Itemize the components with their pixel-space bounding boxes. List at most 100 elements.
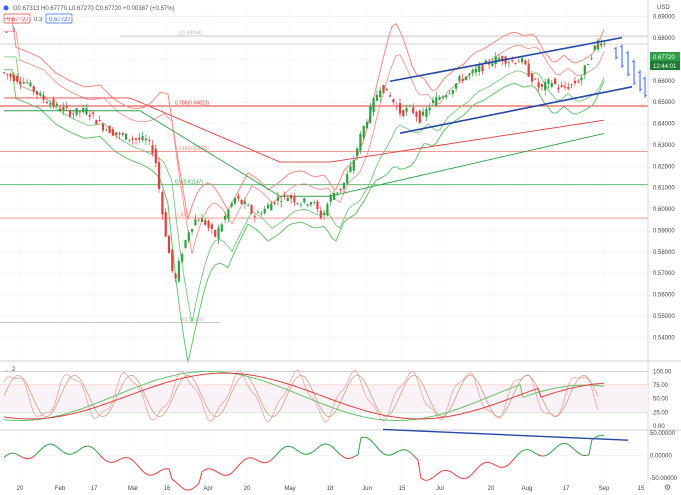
osc-segment: [435, 472, 440, 476]
osc-segment: [195, 482, 200, 487]
candle-body: [346, 174, 349, 184]
chevron-down-icon[interactable]: ⌄: [4, 368, 9, 374]
osc-segment: [429, 477, 434, 480]
candle-body: [207, 220, 210, 228]
candle-body: [517, 61, 520, 63]
chevron-down-icon[interactable]: ⌄: [4, 29, 9, 35]
osc-segment: [306, 453, 311, 455]
settings-gear-icon[interactable]: ⚙: [664, 483, 671, 492]
ask-box[interactable]: [45, 13, 73, 24]
y-tick-label: 0.59000: [653, 228, 675, 234]
moving-average-red: [4, 97, 605, 163]
bollinger-line: [4, 17, 605, 220]
osc-segment: [339, 453, 344, 458]
osc-segment: [465, 476, 470, 479]
stoch-tick-label: 50.00: [653, 397, 669, 403]
candle-body: [115, 132, 118, 135]
candle-body: [55, 103, 58, 106]
osc-segment: [177, 483, 182, 488]
candle-body: [534, 78, 537, 80]
osc-segment: [216, 471, 221, 475]
x-tick-label: Jun: [362, 486, 372, 492]
candle-body: [481, 64, 484, 72]
osc-segment: [552, 447, 557, 451]
osc-segment: [294, 448, 299, 452]
candle-body: [131, 138, 134, 140]
candle-body: [263, 208, 266, 214]
candle-body: [603, 43, 606, 45]
candle-body: [583, 65, 586, 75]
candle-body: [108, 125, 111, 134]
osc-segment: [399, 449, 404, 452]
osc-segment: [90, 446, 95, 450]
time-axis[interactable]: 20 Feb 17 Mar 16 Apr 20 May 18 Jun 15 Jul 20 Aug 17 Sep…: [17, 486, 645, 492]
stoch-tick-label: 75.00: [653, 383, 669, 389]
osc-segment: [477, 464, 482, 468]
candle-body: [250, 205, 253, 214]
candle-body: [280, 201, 283, 202]
candle-body: [200, 218, 204, 222]
candle-body: [511, 60, 514, 62]
candle-body: [497, 57, 501, 60]
candle-body: [9, 74, 12, 77]
candle-body: [587, 64, 590, 65]
candle-body: [319, 210, 322, 219]
osc-segment: [78, 447, 83, 451]
candle-body: [402, 110, 405, 116]
candle-body: [395, 105, 398, 107]
last-price-label: 0.67720: [653, 55, 675, 61]
candle-body: [105, 129, 108, 131]
osc-segment: [537, 454, 542, 457]
osc-segment: [348, 457, 353, 459]
candle-body: [125, 133, 128, 140]
candle-body: [342, 182, 345, 189]
x-tick-label: Feb: [55, 486, 66, 492]
symbol-dot-icon: [3, 5, 9, 11]
candle-body: [389, 95, 392, 97]
candle-body: [197, 220, 200, 222]
osc-segment: [318, 444, 323, 448]
trend-channel[interactable]: [389, 36, 633, 134]
osc-segment: [417, 459, 422, 479]
candle-body: [243, 201, 246, 204]
osc-segment: [63, 451, 68, 455]
candle-body: [293, 196, 296, 203]
candle-body: [501, 56, 504, 61]
candle-body: [187, 232, 190, 241]
candle-body: [164, 211, 167, 237]
osc-segment: [252, 457, 257, 461]
osc-segment: [144, 472, 149, 476]
osc-segment: [276, 450, 281, 455]
candle-body: [266, 204, 270, 209]
osc-segment: [18, 454, 23, 458]
candle-body: [98, 120, 101, 121]
candle-body: [375, 94, 378, 101]
osc-segment: [225, 474, 230, 476]
candle-body: [362, 125, 365, 138]
stoch-d-line: [3, 374, 599, 418]
candle-body: [323, 212, 326, 216]
osc-segment: [336, 450, 341, 455]
candle-body: [412, 107, 415, 114]
osc-tick-label: 50.00000: [650, 431, 676, 437]
osc-segment: [234, 465, 239, 471]
candle-body: [2, 72, 6, 74]
osc-segment: [459, 477, 464, 480]
osc-segment: [93, 448, 98, 453]
osc-segment: [174, 481, 179, 485]
osc-segment: [21, 456, 26, 459]
osc-segment: [411, 453, 416, 458]
osc-segment: [450, 471, 455, 475]
osc-segment: [168, 468, 173, 480]
bollinger-line: [4, 69, 605, 363]
candle-body: [26, 82, 29, 84]
candle-body: [590, 57, 593, 59]
candle-body: [332, 193, 336, 200]
osc-segment: [315, 446, 320, 450]
y-tick-label: 0.63000: [653, 143, 675, 149]
candle-body: [42, 95, 45, 100]
osc-segment: [567, 443, 572, 447]
osc-segment: [483, 461, 488, 464]
osc-segment: [249, 457, 254, 459]
